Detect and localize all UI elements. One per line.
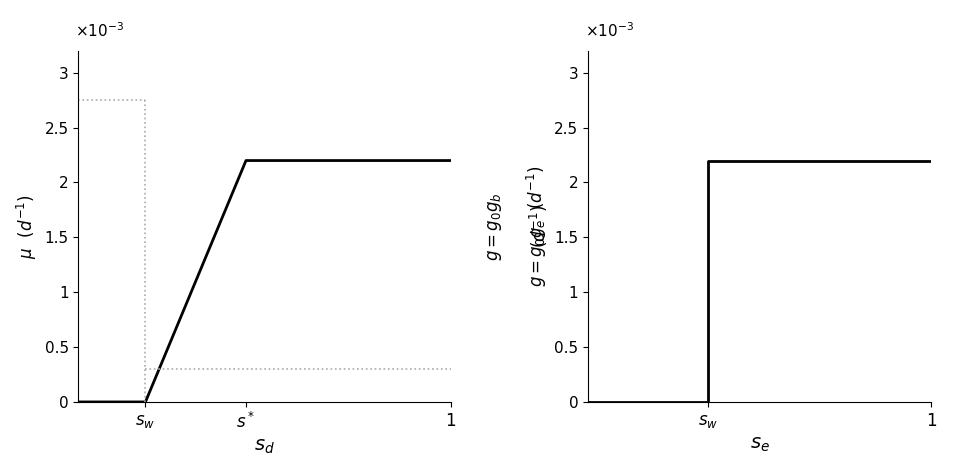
X-axis label: $s_d$: $s_d$: [254, 438, 275, 456]
Y-axis label: $\mu\ \ (d^{-1})$: $\mu\ \ (d^{-1})$: [15, 194, 39, 259]
Y-axis label: $g=g_0 g_e\ \ (d^{-1})$: $g=g_0 g_e\ \ (d^{-1})$: [524, 165, 549, 287]
X-axis label: $s_e$: $s_e$: [750, 435, 769, 454]
Text: $g=g_0 g_b$

$(d^{-1})$: $g=g_0 g_b$ $(d^{-1})$: [485, 192, 550, 261]
Text: $\times 10^{-3}$: $\times 10^{-3}$: [74, 22, 123, 40]
Text: $\times 10^{-3}$: $\times 10^{-3}$: [584, 22, 634, 40]
